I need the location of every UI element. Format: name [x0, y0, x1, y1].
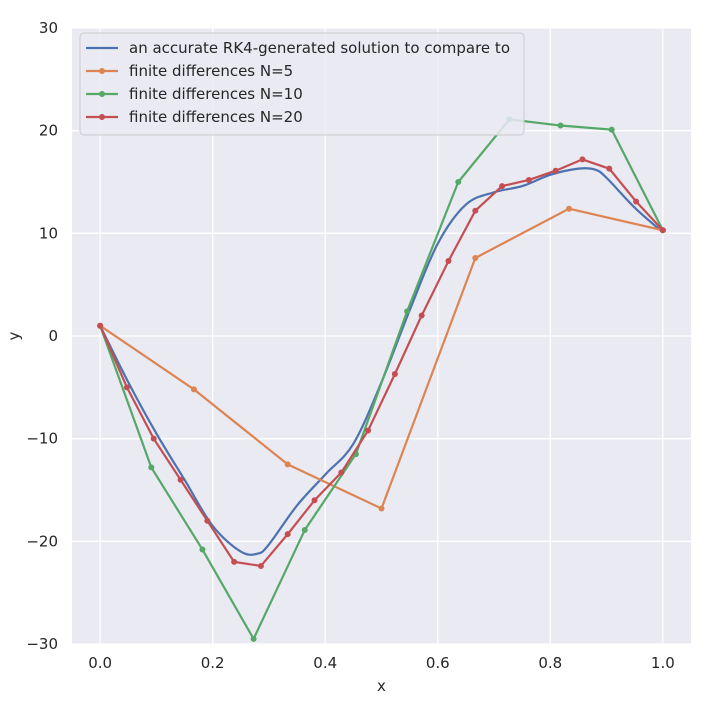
data-point: [250, 635, 257, 642]
data-point: [606, 165, 613, 172]
data-point: [284, 461, 291, 468]
data-point: [659, 227, 666, 234]
x-tick-label: 0.6: [426, 654, 450, 672]
data-point: [284, 531, 291, 538]
data-point: [204, 517, 211, 524]
legend-entry: finite differences N=20: [86, 108, 303, 126]
data-point: [365, 427, 372, 434]
legend-label: finite differences N=10: [129, 85, 303, 103]
series-layer: [97, 116, 666, 642]
data-point: [257, 562, 264, 569]
data-point: [231, 558, 238, 565]
data-point: [566, 205, 573, 212]
data-point: [418, 312, 425, 319]
y-tick-label: −20: [26, 532, 58, 550]
data-point: [404, 308, 411, 315]
legend-marker: [99, 68, 105, 74]
data-point: [150, 435, 157, 442]
legend-label: an accurate RK4-generated solution to co…: [129, 39, 510, 57]
y-tick-label: −30: [26, 635, 58, 653]
data-point: [552, 167, 559, 174]
data-point: [579, 156, 586, 163]
y-tick-label: 0: [48, 327, 58, 345]
data-point: [472, 207, 479, 214]
series-3: [97, 156, 666, 569]
y-tick-label: 10: [39, 224, 58, 242]
legend-box: [79, 32, 525, 136]
series-line: [99, 118, 664, 640]
data-point: [338, 469, 345, 476]
data-point: [301, 527, 308, 534]
data-point: [199, 546, 206, 553]
x-tick-label: 0.0: [88, 654, 112, 672]
data-point: [190, 386, 197, 393]
x-tick-label: 0.8: [538, 654, 562, 672]
data-point: [455, 179, 462, 185]
tick-labels: 0.0 0.2 0.4 0.6 0.8 1.0 −30 −20 −10 0 10 20 30: [26, 19, 674, 672]
legend-label: finite differences N=20: [129, 108, 303, 126]
legend: an accurate RK4-generated solution to co…: [79, 32, 525, 136]
y-axis-label: y: [5, 331, 23, 340]
x-tick-label: 0.2: [201, 654, 225, 672]
data-point: [311, 497, 318, 504]
legend-entry: an accurate RK4-generated solution to co…: [86, 39, 510, 57]
x-tick-label: 1.0: [651, 654, 675, 672]
legend-entry: finite differences N=5: [86, 62, 293, 80]
legend-label: finite differences N=5: [129, 62, 293, 80]
x-tick-label: 0.4: [313, 654, 337, 672]
data-point: [525, 176, 532, 183]
legend-marker: [99, 114, 105, 120]
data-point: [123, 384, 130, 391]
data-point: [97, 322, 104, 329]
data-point: [148, 464, 155, 471]
data-point: [445, 258, 452, 265]
data-point: [391, 370, 398, 377]
data-point: [177, 476, 184, 483]
y-tick-label: 20: [39, 122, 58, 140]
y-tick-label: −10: [26, 430, 58, 448]
x-axis-label: x: [377, 677, 386, 695]
data-point: [608, 126, 615, 133]
y-tick-label: 30: [39, 19, 58, 37]
series-line: [99, 158, 664, 568]
legend-entry: finite differences N=10: [86, 85, 303, 103]
data-point: [557, 122, 564, 129]
data-point: [472, 254, 479, 261]
data-point: [499, 183, 506, 190]
data-point: [633, 198, 640, 205]
legend-marker: [99, 91, 105, 97]
data-point: [378, 505, 385, 512]
